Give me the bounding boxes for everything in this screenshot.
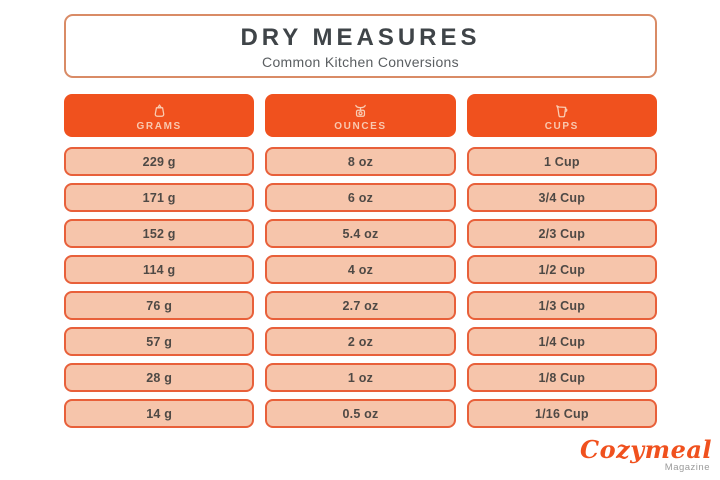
brand-magazine-label: Magazine [664, 461, 710, 473]
table-cell-cups-row2: 3/4 Cup [466, 183, 657, 212]
table-row: 57 g 2 oz 1/4 Cup [64, 327, 657, 356]
table-cell-grams-row4: 114 g [64, 255, 255, 284]
conversion-table: 229 g 8 oz 1 Cup 171 g 6 oz 3/4 Cup 152 g 5.4 o… [64, 147, 657, 428]
column-header-label: CUPS [544, 120, 579, 132]
content-area: DRY MEASURES Common Kitchen Conversions … [64, 14, 657, 428]
page-title: DRY MEASURES [240, 24, 481, 51]
table-row: 229 g 8 oz 1 Cup [64, 147, 657, 176]
column-header-ounces: OUNCES [265, 94, 456, 137]
table-row: 114 g 4 oz 1/2 Cup [64, 255, 657, 284]
table-cell-ounces-row4: 4 oz [265, 255, 456, 284]
table-cell-grams-row7: 28 g [64, 363, 255, 392]
page-subtitle: Common Kitchen Conversions [262, 54, 459, 71]
table-cell-grams-row3: 152 g [64, 219, 255, 248]
column-header-cups: CUPS [466, 94, 657, 137]
weight-icon [150, 102, 169, 120]
table-cell-grams-row2: 171 g [64, 183, 255, 212]
measuring-cup-icon [552, 102, 571, 120]
column-header-grams: GRAMS [64, 94, 255, 137]
column-header-row: GRAMS OUNCES CUPS [64, 94, 657, 137]
table-cell-grams-row6: 57 g [64, 327, 255, 356]
table-cell-cups-row1: 1 Cup [466, 147, 657, 176]
table-cell-ounces-row7: 1 oz [265, 363, 456, 392]
brand-logo: Cozymeal Magazine [579, 434, 712, 473]
table-cell-cups-row3: 2/3 Cup [466, 219, 657, 248]
column-header-label: OUNCES [334, 120, 387, 132]
table-cell-ounces-row6: 2 oz [265, 327, 456, 356]
brand-name: Cozymeal [579, 434, 712, 464]
table-cell-grams-row5: 76 g [64, 291, 255, 320]
table-cell-ounces-row5: 2.7 oz [265, 291, 456, 320]
table-row: 14 g 0.5 oz 1/16 Cup [64, 399, 657, 428]
table-row: 28 g 1 oz 1/8 Cup [64, 363, 657, 392]
column-header-label: GRAMS [136, 120, 182, 132]
table-cell-ounces-row1: 8 oz [265, 147, 456, 176]
table-row: 152 g 5.4 oz 2/3 Cup [64, 219, 657, 248]
table-cell-ounces-row3: 5.4 oz [265, 219, 456, 248]
table-cell-ounces-row8: 0.5 oz [265, 399, 456, 428]
table-cell-ounces-row2: 6 oz [265, 183, 456, 212]
table-row: 171 g 6 oz 3/4 Cup [64, 183, 657, 212]
table-cell-cups-row8: 1/16 Cup [466, 399, 657, 428]
kitchen-scale-icon [351, 102, 370, 120]
table-cell-cups-row5: 1/3 Cup [466, 291, 657, 320]
table-cell-grams-row8: 14 g [64, 399, 255, 428]
table-cell-cups-row6: 1/4 Cup [466, 327, 657, 356]
table-cell-cups-row7: 1/8 Cup [466, 363, 657, 392]
table-cell-grams-row1: 229 g [64, 147, 255, 176]
table-cell-cups-row4: 1/2 Cup [466, 255, 657, 284]
title-box: DRY MEASURES Common Kitchen Conversions [64, 14, 657, 78]
table-row: 76 g 2.7 oz 1/3 Cup [64, 291, 657, 320]
